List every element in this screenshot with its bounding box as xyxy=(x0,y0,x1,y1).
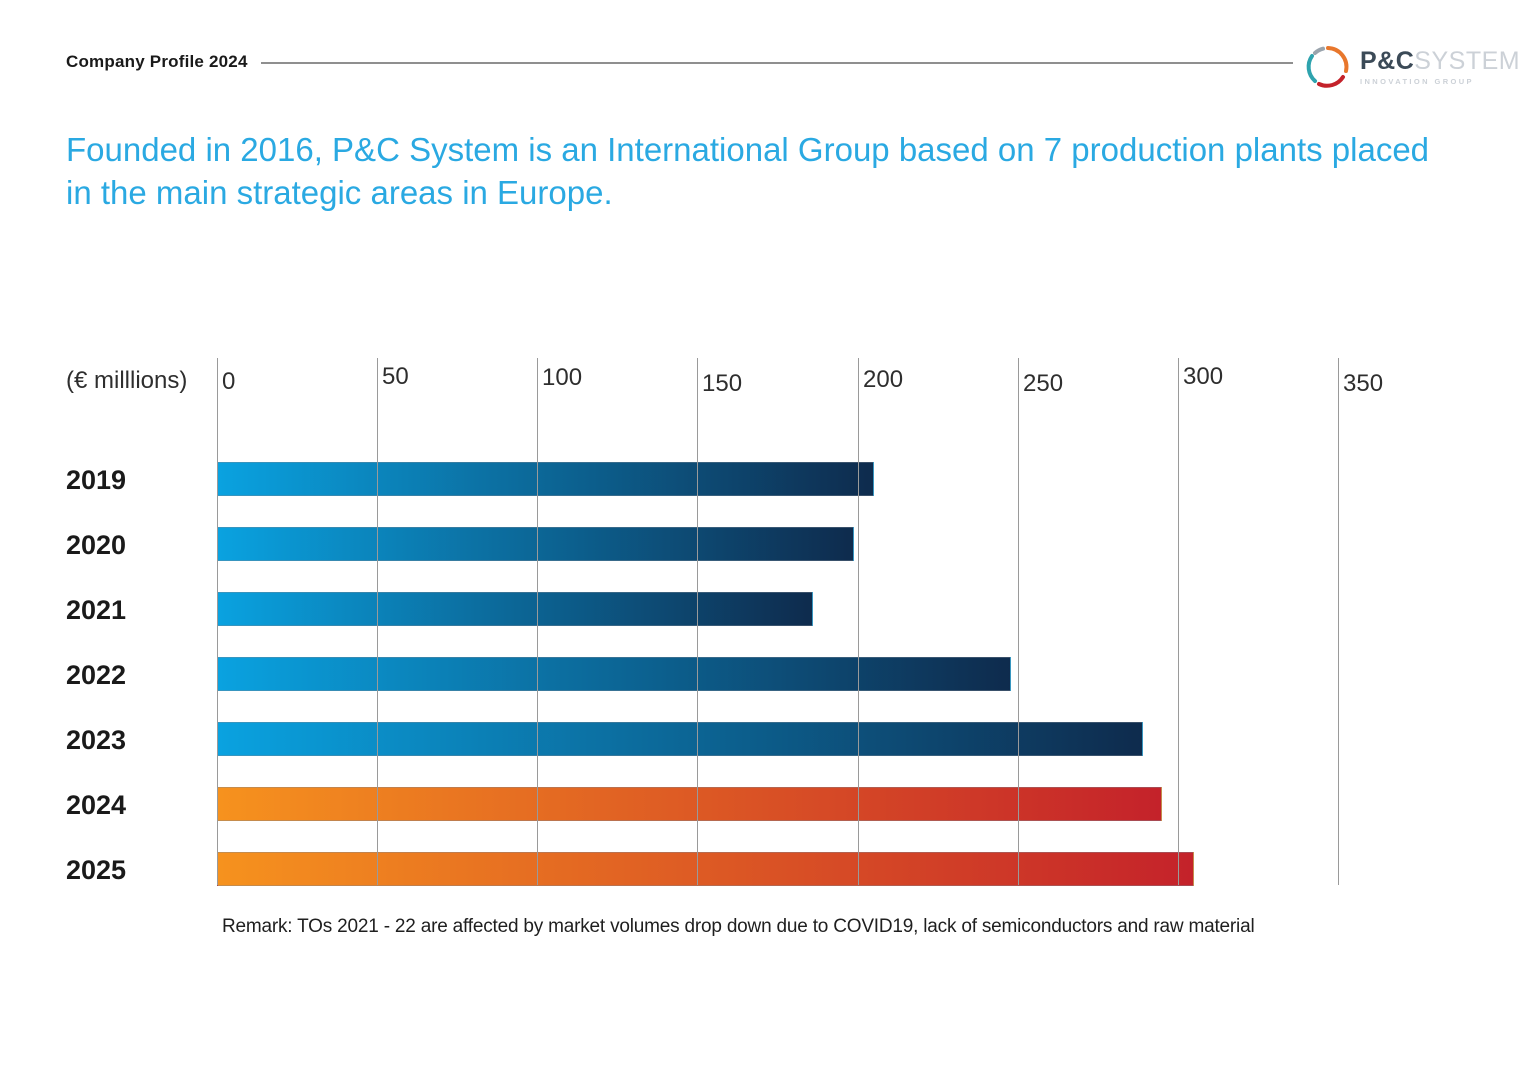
x-tick-label: 0 xyxy=(222,368,236,395)
gridline xyxy=(537,358,538,885)
x-tick-label: 150 xyxy=(702,370,743,397)
turnover-bar-2024 xyxy=(217,787,1162,821)
turnover-bar-2025 xyxy=(217,852,1194,886)
gridline xyxy=(377,358,378,885)
header-rule xyxy=(261,62,1293,64)
turnover-bar-2021 xyxy=(217,592,813,626)
x-tick-label: 200 xyxy=(863,366,904,393)
gridline xyxy=(1018,358,1019,885)
gridline xyxy=(1338,358,1339,885)
header-kicker: Company Profile 2024 xyxy=(66,52,248,71)
year-label-2024: 2024 xyxy=(66,790,127,820)
logo-tagline: INNOVATION GROUP xyxy=(1360,76,1474,86)
turnover-bar-2022 xyxy=(217,657,1011,691)
gridline xyxy=(1178,358,1179,885)
year-label-2020: 2020 xyxy=(66,530,127,560)
turnover-bar-2023 xyxy=(217,722,1143,756)
year-label-2021: 2021 xyxy=(66,595,127,625)
chart-plot: 0 50 100 150 200 250 300 350 xyxy=(217,358,1383,886)
gridline xyxy=(217,358,218,885)
year-label-2023: 2023 xyxy=(66,725,127,755)
chart-unit-label: (€ milllions) xyxy=(66,367,188,394)
chart-remark: Remark: TOs 2021 - 22 are affected by ma… xyxy=(222,916,1255,937)
x-tick-label: 50 xyxy=(382,363,409,390)
company-logo: P&CSYSTEM INNOVATION GROUP xyxy=(1305,41,1520,93)
logo-wordmark: P&CSYSTEM INNOVATION GROUP xyxy=(1360,46,1521,86)
x-tick-label: 250 xyxy=(1023,370,1064,397)
x-tick-label: 350 xyxy=(1343,370,1384,397)
logo-suffix: SYSTEM xyxy=(1414,46,1521,75)
slide-title: Founded in 2016, P&C System is an Intern… xyxy=(66,131,1430,211)
logo-name: P&C xyxy=(1360,46,1415,75)
turnover-bar-2020 xyxy=(217,527,854,561)
logo-swirl-icon xyxy=(1305,44,1351,90)
chart-year-labels: 2019 2020 2021 2022 2023 2024 2025 xyxy=(66,358,211,885)
turnover-bar-2019 xyxy=(217,462,874,496)
x-tick-label: 300 xyxy=(1183,363,1224,390)
year-label-2025: 2025 xyxy=(66,855,127,885)
gridline xyxy=(697,358,698,885)
x-tick-label: 100 xyxy=(542,364,583,391)
gridline xyxy=(858,358,859,885)
year-label-2022: 2022 xyxy=(66,660,127,690)
year-label-2019: 2019 xyxy=(66,465,127,495)
